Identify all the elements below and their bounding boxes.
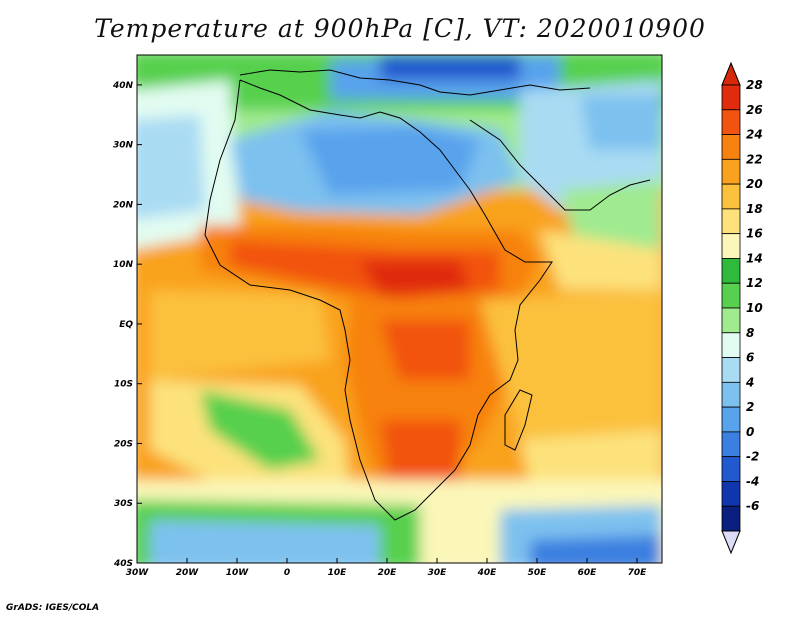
colorbar-label: 4 <box>745 375 754 389</box>
colorbar-swatch <box>721 258 741 284</box>
lon-tick-label: 30W <box>126 568 150 578</box>
colorbar-label: 28 <box>746 78 763 92</box>
lat-tick-label: 10S <box>114 380 133 390</box>
colorbar-label: 12 <box>746 276 763 290</box>
colorbar-label: 18 <box>746 202 763 216</box>
colorbar-label: 10 <box>746 301 763 315</box>
colorbar-label: 2 <box>746 400 754 414</box>
colorbar-bottom-arrow <box>721 530 741 555</box>
colorbar-swatch <box>721 183 741 210</box>
lon-tick-label: 10E <box>328 568 348 578</box>
lon-tick-label: 20W <box>176 568 200 578</box>
colorbar-label: 26 <box>746 103 763 117</box>
colorbar-swatch <box>721 456 741 482</box>
lat-tick-label: 40N <box>112 81 134 91</box>
grads-credit: GrADS: IGES/COLA <box>6 603 100 613</box>
colorbar-swatch <box>721 481 741 507</box>
lon-tick-label: 20E <box>378 568 398 578</box>
colorbar-label: 22 <box>746 152 763 166</box>
longitude-labels: 30W 20W 10W 0 10E 20E 30E 40E 50E 60E 70E <box>126 558 647 578</box>
colorbar-swatch <box>721 505 741 532</box>
colorbar-label: 8 <box>746 326 754 340</box>
colorbar-swatch <box>721 208 741 235</box>
colorbar-swatch <box>721 406 741 433</box>
colorbar-label: 0 <box>746 425 754 439</box>
colorbar-swatch <box>721 134 741 160</box>
lat-tick-label: 20S <box>114 439 133 449</box>
colorbar-label: 20 <box>746 177 763 191</box>
colorbar-swatch <box>721 332 741 358</box>
colorbar-swatch <box>721 158 741 185</box>
lon-tick-label: 70E <box>628 568 648 578</box>
colorbar-label: -4 <box>746 474 759 488</box>
chart-title: Temperature at 900hPa [C], VT: 202001090… <box>94 14 706 43</box>
lat-tick-label: 40S <box>113 559 133 569</box>
lon-tick-label: 40E <box>477 568 498 578</box>
colorbar-swatch <box>721 357 741 383</box>
lat-tick-label: 30N <box>113 141 134 151</box>
lon-tick-label: 60E <box>578 568 598 578</box>
colorbar-swatch <box>721 307 741 334</box>
colorbar-swatch <box>721 109 741 135</box>
lat-tick-label: 20N <box>113 200 134 210</box>
colorbar-label: 14 <box>746 251 763 265</box>
colorbar-swatch <box>721 233 741 259</box>
colorbar-label: 16 <box>746 227 763 241</box>
colorbar-label: -2 <box>746 450 759 464</box>
colorbar-swatch <box>721 84 741 111</box>
colorbar-swatch <box>721 431 741 458</box>
lat-tick-label: 30S <box>114 499 133 509</box>
lat-tick-label: 10N <box>113 260 134 270</box>
lon-tick-label: 0 <box>284 568 290 578</box>
colorbar-swatch <box>721 381 741 408</box>
colorbar-top-arrow <box>721 61 741 86</box>
colorbar-label: 24 <box>746 128 763 142</box>
lon-tick-label: 50E <box>528 568 548 578</box>
latitude-labels: 40N 30N 20N 10N EQ 10S 20S 30S 40S <box>112 81 142 569</box>
lat-tick-label: EQ <box>119 320 133 330</box>
map-frame <box>136 54 663 564</box>
colorbar-label: -6 <box>746 499 759 513</box>
lon-tick-label: 10W <box>226 568 250 578</box>
temperature-field <box>137 55 662 563</box>
colorbar-label: 6 <box>746 351 754 365</box>
lon-tick-label: 30E <box>428 568 448 578</box>
colorbar-swatch <box>721 282 741 309</box>
coastlines <box>204 69 651 521</box>
